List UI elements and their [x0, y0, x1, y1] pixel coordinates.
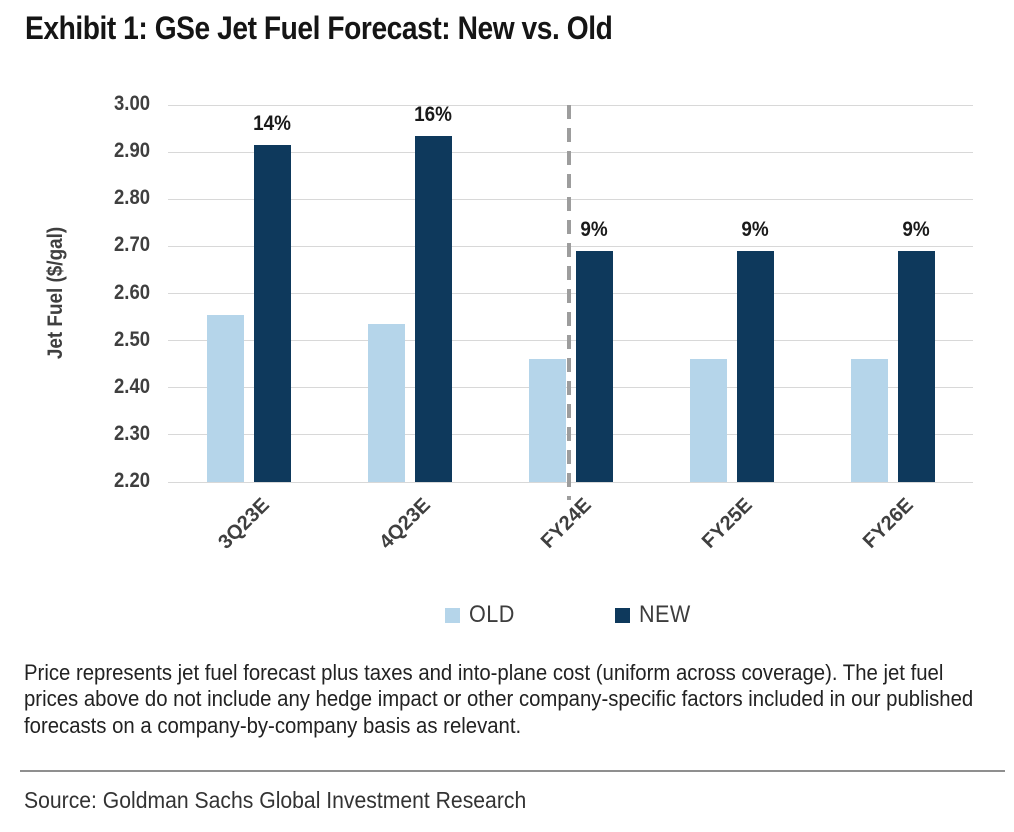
y-axis-title: Jet Fuel ($/gal): [44, 226, 67, 360]
x-axis-label-fy24e: FY24E: [537, 494, 597, 553]
bar-new-fy24e: [575, 251, 613, 482]
bar-new-fy25e: [736, 251, 774, 482]
bar-old-fy26e: [850, 359, 888, 482]
y-axis-tick-label: 2.30: [114, 421, 150, 445]
legend-swatch-new: [614, 607, 630, 623]
y-axis-tick-label: 2.90: [114, 139, 150, 163]
x-axis-label-fy25e: FY25E: [698, 494, 758, 553]
y-axis-tick-label: 2.40: [114, 374, 150, 398]
bar-old-3q23e: [206, 314, 244, 482]
gridline: [168, 293, 973, 294]
gridline: [168, 104, 973, 106]
forecast-divider-dashed-line: [566, 105, 571, 500]
bar-label: 16%: [414, 102, 452, 126]
x-axis-label-3q23e: 3Q23E: [214, 494, 275, 554]
y-axis-tick-label: 2.80: [114, 186, 150, 210]
legend-item-old: OLD: [444, 601, 520, 629]
chart: Jet Fuel ($/gal) 14% 16% 9% 9% 9% 3.00 2.90 2.…: [44, 92, 973, 554]
y-axis-tick-label: 2.70: [114, 233, 150, 257]
divider-line: [20, 770, 1005, 772]
bar-old-fy25e: [689, 359, 727, 482]
gridline: [168, 340, 973, 342]
bar-label: 14%: [253, 112, 291, 136]
legend-swatch-old: [444, 607, 460, 623]
y-axis-tick-label: 2.50: [114, 327, 150, 351]
bar-new-fy26e: [897, 251, 935, 482]
legend-item-new: NEW: [614, 601, 697, 629]
bar-new-4q23e: [414, 135, 452, 482]
y-axis-tick-label: 2.60: [114, 280, 150, 304]
bar-label: 9%: [902, 218, 930, 242]
legend-label-new: NEW: [638, 601, 691, 628]
footnote: Price represents jet fuel forecast plus …: [24, 660, 974, 738]
plot-area: 14% 16% 9% 9% 9%: [168, 102, 973, 500]
gridline: [168, 481, 973, 483]
gridline: [168, 387, 973, 389]
bar-label: 9%: [580, 218, 608, 242]
bar-old-fy24e: [528, 359, 566, 482]
gridline: [168, 434, 973, 436]
x-axis-label-fy26e: FY26E: [859, 494, 919, 553]
bar-old-4q23e: [367, 324, 405, 482]
gridline: [168, 198, 973, 200]
bar-new-3q23e: [253, 145, 291, 482]
legend-label-old: OLD: [468, 601, 515, 628]
x-axis-label-4q23e: 4Q23E: [375, 494, 436, 554]
source-line: Source: Goldman Sachs Global Investment …: [24, 787, 527, 813]
gridline: [168, 245, 973, 247]
bar-label: 9%: [741, 218, 769, 242]
y-axis-tick-label: 2.20: [114, 469, 150, 492]
legend: OLD NEW: [168, 601, 973, 629]
y-axis-tick-label: 3.00: [114, 92, 150, 115]
gridline: [168, 151, 973, 153]
exhibit-title: Exhibit 1: GSe Jet Fuel Forecast: New vs…: [25, 10, 613, 46]
